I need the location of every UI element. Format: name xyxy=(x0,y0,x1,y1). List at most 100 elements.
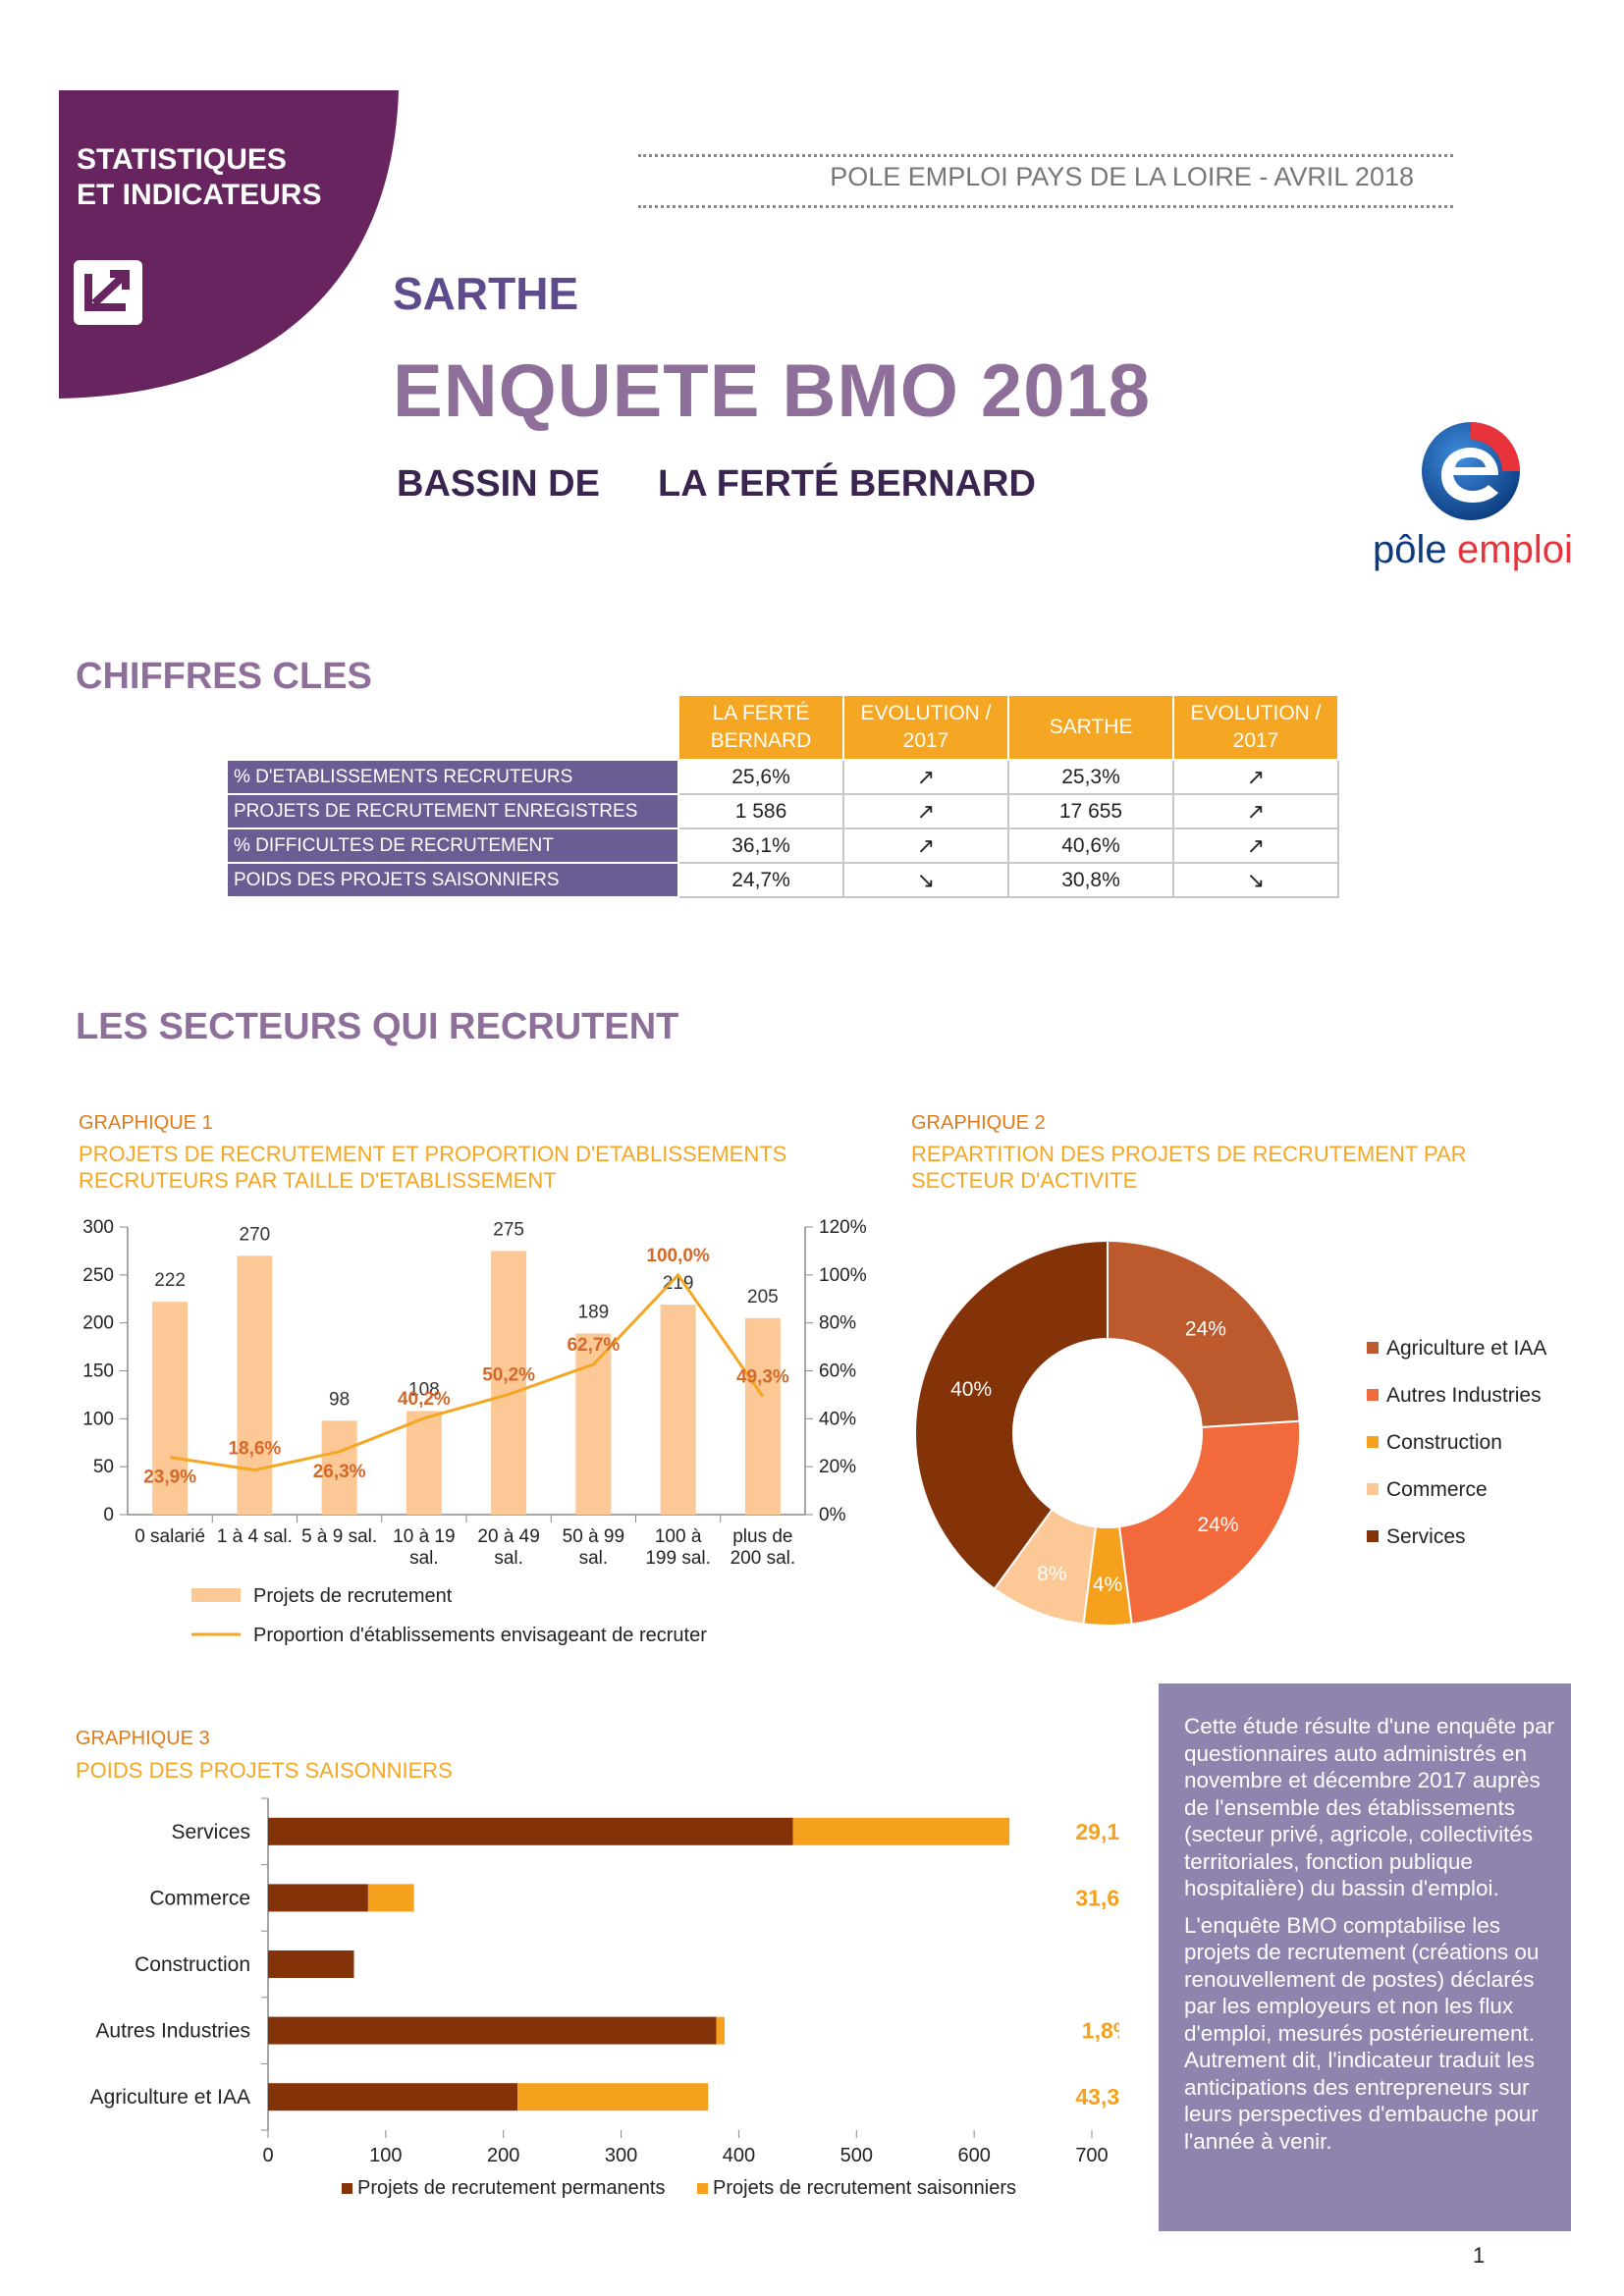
line-value-label: 26,3% xyxy=(313,1462,366,1482)
sectors-title: LES SECTEURS QUI RECRUTENT xyxy=(76,1006,679,1047)
graph3-label: GRAPHIQUE 3 xyxy=(76,1728,210,1749)
x-tick-label: 700 xyxy=(1075,2145,1108,2166)
bar-segment xyxy=(268,1884,368,1912)
line-value-label: 23,9% xyxy=(143,1468,196,1488)
header-empty-cell xyxy=(227,695,678,760)
legend-label-line: Proportion d'établissements envisageant … xyxy=(253,1625,707,1646)
y2-tick-label: 100% xyxy=(819,1265,867,1286)
bar xyxy=(406,1411,442,1515)
bar-segment xyxy=(268,1950,354,1978)
y-tick-label: 300 xyxy=(82,1217,114,1238)
local-value: 1 586 xyxy=(677,793,844,829)
x-tick-label: 0 xyxy=(262,2145,273,2166)
dept-value: 25,3% xyxy=(1007,759,1174,795)
y-tick-label: Autres Industries xyxy=(95,2020,250,2043)
y2-tick-label: 40% xyxy=(819,1409,856,1429)
legend-swatch xyxy=(1367,1342,1379,1354)
bar-value-label: 222 xyxy=(154,1270,186,1291)
department-title: SARTHE xyxy=(393,268,579,319)
header-rule-bottom xyxy=(638,205,1453,208)
bar-segment xyxy=(268,2016,717,2045)
header-org-date: POLE EMPLOI PAYS DE LA LOIRE - AVRIL 201… xyxy=(830,162,1414,191)
x-tick-label: 400 xyxy=(723,2145,755,2166)
x-tick-label: 50 à 99 xyxy=(563,1526,624,1547)
x-tick-label: 5 à 9 sal. xyxy=(301,1526,377,1547)
statistics-arrows-icon xyxy=(74,260,142,325)
y2-tick-label: 20% xyxy=(819,1457,856,1477)
x-tick-label: 200 xyxy=(487,2145,519,2166)
bar xyxy=(237,1255,273,1515)
dept-evolution-arrow-icon: ↗ xyxy=(1172,793,1339,829)
row-label: % DIFFICULTES DE RECRUTEMENT xyxy=(226,828,679,864)
page-number: 1 xyxy=(1473,2243,1486,2268)
y-tick-label: 0 xyxy=(103,1505,114,1525)
bar-segment xyxy=(792,1817,1010,1845)
local-value: 36,1% xyxy=(677,828,844,864)
legend-swatch-bars xyxy=(191,1588,241,1602)
note-paragraph-1: Cette étude résulte d'une enquête par qu… xyxy=(1184,1714,1555,1900)
bassin-label: BASSIN DE xyxy=(397,463,600,505)
legend-swatch-permanent xyxy=(342,2183,352,2194)
x-tick-label: 1 à 4 sal. xyxy=(217,1526,293,1547)
badge-line-2: ET INDICATEURS xyxy=(77,179,322,211)
col-header-local-evo: EVOLUTION / 2017 xyxy=(842,694,1009,761)
legend-swatch xyxy=(1367,1389,1379,1401)
x-tick-label: 10 à 19 xyxy=(393,1526,455,1547)
bar xyxy=(321,1420,357,1515)
line-value-label: 100,0% xyxy=(646,1246,710,1266)
header-rule-top xyxy=(638,154,1453,157)
badge-line-1: STATISTIQUES xyxy=(77,143,287,176)
x-tick-label: 600 xyxy=(957,2145,990,2166)
key-figures-table: LA FERTÉ BERNARD EVOLUTION / 2017 SARTHE… xyxy=(226,694,1339,898)
pie-slice xyxy=(1107,1239,1301,1429)
dept-evolution-arrow-icon: ↗ xyxy=(1172,759,1339,795)
local-value: 24,7% xyxy=(677,862,844,898)
y2-tick-label: 80% xyxy=(819,1313,856,1334)
y-tick-label: Agriculture et IAA xyxy=(90,2086,250,2109)
legend-label-bars: Projets de recrutement xyxy=(253,1585,453,1607)
slice-value-label: 24% xyxy=(1197,1514,1238,1536)
bar-value-label: 270 xyxy=(240,1224,271,1245)
legend-label: Services xyxy=(1386,1525,1466,1548)
legend-swatch xyxy=(1367,1530,1379,1542)
line-value-label: 49,3% xyxy=(736,1367,789,1388)
row-label: POIDS DES PROJETS SAISONNIERS xyxy=(226,862,679,898)
table-row: PROJETS DE RECRUTEMENT ENREGISTRES 1 586… xyxy=(226,793,1339,829)
bar-segment xyxy=(268,1817,793,1845)
line-value-label: 40,2% xyxy=(398,1389,451,1410)
key-figures-header-row: LA FERTÉ BERNARD EVOLUTION / 2017 SARTHE… xyxy=(227,694,1339,761)
legend-label-permanent: Projets de recrutement permanents xyxy=(357,2177,666,2199)
pie-slice xyxy=(1117,1419,1301,1626)
x-tick-label: 199 sal. xyxy=(645,1548,711,1569)
y-tick-label: 150 xyxy=(82,1362,114,1382)
legend-label: Commerce xyxy=(1386,1478,1488,1501)
local-evolution-arrow-icon: ↗ xyxy=(842,793,1009,829)
x-tick-label: 20 à 49 xyxy=(477,1526,539,1547)
y-tick-label: Services xyxy=(171,1821,250,1843)
x-tick-label: 100 à xyxy=(655,1526,702,1547)
legend-label: Autres Industries xyxy=(1386,1384,1542,1407)
dept-value: 17 655 xyxy=(1007,793,1174,829)
chart-sector-distribution: 24% 24% 4% 8% 40% Agriculture et IAA Autres In… xyxy=(914,1239,1546,1627)
bar-value-label: 219 xyxy=(663,1273,694,1294)
y-tick-label: 100 xyxy=(82,1409,114,1429)
chart-seasonal-share: 0 100 200 300 400 500 600 700 Services 29,1% Comme… xyxy=(90,1797,1119,2199)
x-tick-label: 500 xyxy=(840,2145,873,2166)
local-evolution-arrow-icon: ↗ xyxy=(842,759,1009,795)
table-row: POIDS DES PROJETS SAISONNIERS 24,7% ↘ 30… xyxy=(226,862,1339,898)
line-value-label: 18,6% xyxy=(228,1439,281,1460)
slice-value-label: 8% xyxy=(1037,1563,1066,1585)
bar xyxy=(152,1302,189,1515)
key-figures-title: CHIFFRES CLES xyxy=(76,656,372,697)
y-tick-label: 200 xyxy=(82,1313,114,1334)
table-row: % DIFFICULTES DE RECRUTEMENT 36,1% ↗ 40,… xyxy=(226,828,1339,864)
graph1-title-line1: PROJETS DE RECRUTEMENT ET PROPORTION D'E… xyxy=(79,1142,787,1166)
y2-tick-label: 120% xyxy=(819,1217,867,1238)
y-tick-label: Commerce xyxy=(149,1887,250,1909)
pie-slice xyxy=(914,1239,1109,1590)
local-evolution-arrow-icon: ↗ xyxy=(842,828,1009,864)
col-header-local: LA FERTÉ BERNARD xyxy=(677,694,844,761)
x-tick-label: 100 xyxy=(369,2145,402,2166)
legend-label: Agriculture et IAA xyxy=(1386,1337,1546,1360)
legend-label: Construction xyxy=(1386,1431,1502,1454)
